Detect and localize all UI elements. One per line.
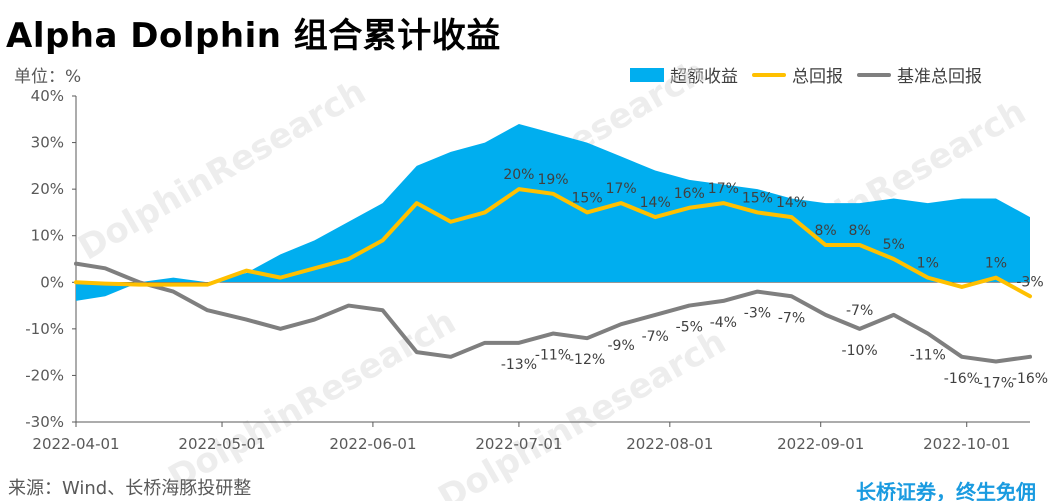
total-return-data-label: 17% <box>606 181 637 197</box>
legend-label-benchmark: 基准总回报 <box>897 67 982 87</box>
total-return-data-label: 1% <box>917 256 939 272</box>
total-return-data-label: 8% <box>814 223 836 239</box>
total-return-data-label: 1% <box>985 256 1007 272</box>
legend-swatch-total <box>752 72 786 77</box>
legend-swatch-excess <box>630 67 664 82</box>
benchmark-data-label: -9% <box>608 338 635 354</box>
x-tick-label: 2022-06-01 <box>329 435 416 453</box>
y-tick-label: -10% <box>25 320 64 338</box>
x-tick-label: 2022-05-01 <box>178 435 265 453</box>
source-note: 来源：Wind、长桥海豚投研整 <box>8 478 252 499</box>
x-tick-label: 2022-10-01 <box>923 435 1010 453</box>
total-return-data-label: 8% <box>849 223 871 239</box>
y-tick-label: 30% <box>31 134 64 152</box>
total-return-line <box>74 187 1032 299</box>
chart-title: Alpha Dolphin 组合累计收益 <box>6 16 501 56</box>
benchmark-data-label: -12% <box>569 352 605 368</box>
benchmark-data-label: -3% <box>744 306 771 322</box>
legend-item-excess: 超额收益 <box>630 62 738 87</box>
total-return-data-label: -3% <box>1016 274 1043 290</box>
benchmark-data-label: -11% <box>910 348 946 364</box>
y-tick-label: 10% <box>31 227 64 245</box>
legend-label-excess: 超额收益 <box>670 67 738 87</box>
benchmark-data-label: -4% <box>710 315 737 331</box>
legend-label-total: 总回报 <box>792 67 843 87</box>
total-return-data-label: 5% <box>883 237 905 253</box>
benchmark-data-label: -16% <box>1012 371 1048 387</box>
benchmark-data-label: -16% <box>944 371 980 387</box>
benchmark-return-line <box>74 261 1032 364</box>
total-return-data-label: 20% <box>503 167 534 183</box>
excess-return-area <box>76 123 1030 301</box>
x-tick-label: 2022-09-01 <box>777 435 864 453</box>
benchmark-data-label: -11% <box>535 348 571 364</box>
total-return-data-label: 16% <box>674 186 705 202</box>
benchmark-data-label: -10% <box>842 343 878 359</box>
total-return-data-label: 19% <box>537 172 568 188</box>
x-tick-label: 2022-07-01 <box>475 435 562 453</box>
benchmark-data-label: -7% <box>778 310 805 326</box>
x-tick-label: 2022-08-01 <box>626 435 713 453</box>
y-tick-label: 40% <box>31 87 64 105</box>
benchmark-data-label: -17% <box>978 375 1014 391</box>
x-tick-label: 2022-04-01 <box>32 435 119 453</box>
legend-item-total: 总回报 <box>752 62 843 87</box>
benchmark-data-label: -7% <box>846 303 873 319</box>
total-return-data-label: 15% <box>572 190 603 206</box>
benchmark-data-label: -13% <box>501 357 537 373</box>
total-return-data-label: 14% <box>640 195 671 211</box>
y-tick-label: -20% <box>25 366 64 384</box>
y-tick-label: -30% <box>25 413 64 431</box>
benchmark-data-label: -5% <box>676 320 703 336</box>
total-return-data-label: 17% <box>708 181 739 197</box>
legend-swatch-benchmark <box>857 72 891 77</box>
chart-legend: 超额收益 总回报 基准总回报 <box>630 62 982 87</box>
total-return-data-label: 15% <box>742 190 773 206</box>
y-tick-label: 0% <box>40 273 64 291</box>
total-return-data-label: 14% <box>776 195 807 211</box>
unit-label: 单位：% <box>14 67 82 87</box>
legend-item-benchmark: 基准总回报 <box>857 62 982 87</box>
benchmark-data-label: -7% <box>642 329 669 345</box>
brand-slogan: 长桥证券，终生免佣 <box>856 480 1036 501</box>
y-tick-label: 20% <box>31 180 64 198</box>
